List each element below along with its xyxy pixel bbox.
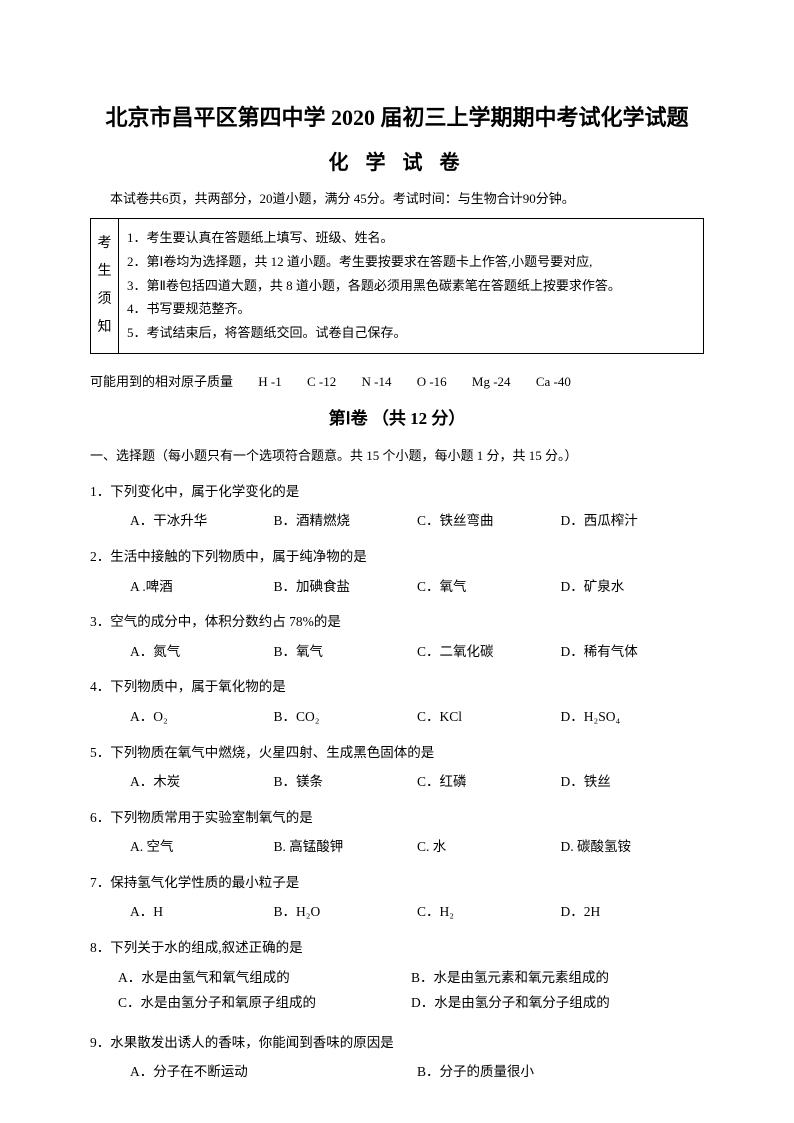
atomic-value: Ca -40 — [536, 374, 571, 389]
atomic-value: O -16 — [417, 374, 447, 389]
options-row: A．水是由氢气和氧气组成的B．水是由氢元素和氧元素组成的C．水是由氢分子和氧原子… — [90, 967, 704, 1018]
question-stem: 7．保持氢气化学性质的最小粒子是 — [90, 872, 704, 894]
atomic-value: N -14 — [361, 374, 391, 389]
option: C. 水 — [417, 836, 561, 858]
option: C．水是由氢分子和氧原子组成的 — [118, 992, 411, 1014]
notice-rule: 3．第Ⅱ卷包括四道大题，共 8 道小题，各题必须用黑色碳素笔在答题纸上按要求作答… — [127, 276, 695, 297]
notice-left-label: 考 生 须 知 — [91, 219, 119, 353]
option: A. 空气 — [130, 836, 274, 858]
option: D. 碳酸氢铵 — [561, 836, 705, 858]
question-stem: 5．下列物质在氧气中燃烧，火星四射、生成黑色固体的是 — [90, 742, 704, 764]
option: A．木炭 — [130, 771, 274, 793]
notice-rule: 1．考生要认真在答题纸上填写、班级、姓名。 — [127, 228, 695, 249]
notice-box: 考 生 须 知 1．考生要认真在答题纸上填写、班级、姓名。 2．第Ⅰ卷均为选择题… — [90, 218, 704, 354]
options-row: A .啤酒B．加碘食盐C．氧气D．矿泉水 — [90, 576, 704, 598]
option: B．分子的质量很小 — [417, 1061, 704, 1083]
option: D．2H — [561, 901, 705, 923]
notice-char: 生 — [98, 258, 112, 286]
options-row: A．HB．H₂OC．H₂D．2H — [90, 901, 704, 923]
option: C．氧气 — [417, 576, 561, 598]
question: 1．下列变化中，属于化学变化的是 A．干冰升华B．酒精燃烧C．铁丝弯曲D．西瓜榨汁 — [90, 481, 704, 532]
exam-info: 本试卷共6页，共两部分，20道小题，满分 45分。考试时间：与生物合计90分钟。 — [90, 189, 704, 210]
atomic-value: Mg -24 — [472, 374, 511, 389]
question: 8．下列关于水的组成,叙述正确的是 A．水是由氢气和氧气组成的B．水是由氢元素和氧… — [90, 937, 704, 1018]
question: 3．空气的成分中，体积分数约占 78%的是 A．氮气B．氧气C．二氧化碳D．稀有气… — [90, 611, 704, 662]
notice-rule: 5．考试结束后，将答题纸交回。试卷自己保存。 — [127, 323, 695, 344]
option: D．西瓜榨汁 — [561, 510, 705, 532]
option: A．干冰升华 — [130, 510, 274, 532]
option: A．O₂ — [130, 706, 274, 728]
question: 6．下列物质常用于实验室制氧气的是 A. 空气B. 高锰酸钾C. 水D. 碳酸氢铵 — [90, 807, 704, 858]
option: A．分子在不断运动 — [130, 1061, 417, 1083]
option: B．H₂O — [274, 901, 418, 923]
options-row: A. 空气B. 高锰酸钾C. 水D. 碳酸氢铵 — [90, 836, 704, 858]
notice-char: 考 — [98, 230, 112, 258]
options-row: A．木炭B．镁条C．红磷D．铁丝 — [90, 771, 704, 793]
option: D．H₂SO₄ — [561, 706, 705, 728]
option: D．水是由氢分子和氧分子组成的 — [411, 992, 704, 1014]
notice-rule: 4．书写要规范整齐。 — [127, 299, 695, 320]
question-stem: 1．下列变化中，属于化学变化的是 — [90, 481, 704, 503]
atomic-value: H -1 — [258, 374, 281, 389]
option: C．H₂ — [417, 901, 561, 923]
atomic-mass-row: 可能用到的相对原子质量 H -1 C -12 N -14 O -16 Mg -2… — [90, 372, 704, 393]
options-row: A．分子在不断运动B．分子的质量很小 — [90, 1061, 704, 1083]
atomic-value: C -12 — [307, 374, 336, 389]
option: D．矿泉水 — [561, 576, 705, 598]
section-instruction: 一、选择题（每小题只有一个选项符合题意。共 15 个小题，每小题 1 分，共 1… — [90, 446, 704, 467]
option: C．红磷 — [417, 771, 561, 793]
option: A．氮气 — [130, 641, 274, 663]
questions-container: 1．下列变化中，属于化学变化的是 A．干冰升华B．酒精燃烧C．铁丝弯曲D．西瓜榨汁… — [90, 481, 704, 1083]
option: B. 高锰酸钾 — [274, 836, 418, 858]
main-title: 北京市昌平区第四中学 2020 届初三上学期期中考试化学试题 — [90, 100, 704, 135]
question: 2．生活中接触的下列物质中，属于纯净物的是 A .啤酒B．加碘食盐C．氧气D．矿泉… — [90, 546, 704, 597]
sub-title: 化 学 试 卷 — [90, 147, 704, 179]
option: B．镁条 — [274, 771, 418, 793]
option: B．水是由氢元素和氧元素组成的 — [411, 967, 704, 989]
question-stem: 6．下列物质常用于实验室制氧气的是 — [90, 807, 704, 829]
question: 4．下列物质中，属于氧化物的是 A．O₂B．CO₂C．KClD．H₂SO₄ — [90, 676, 704, 727]
option: B．酒精燃烧 — [274, 510, 418, 532]
section-title: 第Ⅰ卷 （共 12 分） — [90, 405, 704, 432]
notice-rule: 2．第Ⅰ卷均为选择题，共 12 道小题。考生要按要求在答题卡上作答,小题号要对应… — [127, 252, 695, 273]
options-row: A．氮气B．氧气C．二氧化碳D．稀有气体 — [90, 641, 704, 663]
atomic-label: 可能用到的相对原子质量 — [90, 374, 233, 389]
option: B．加碘食盐 — [274, 576, 418, 598]
option: B．氧气 — [274, 641, 418, 663]
question-stem: 3．空气的成分中，体积分数约占 78%的是 — [90, 611, 704, 633]
option: C．KCl — [417, 706, 561, 728]
question-stem: 9．水果散发出诱人的香味，你能闻到香味的原因是 — [90, 1032, 704, 1054]
notice-char: 知 — [98, 314, 112, 342]
question-stem: 8．下列关于水的组成,叙述正确的是 — [90, 937, 704, 959]
option: A．H — [130, 901, 274, 923]
question: 7．保持氢气化学性质的最小粒子是 A．HB．H₂OC．H₂D．2H — [90, 872, 704, 923]
options-row: A．O₂B．CO₂C．KClD．H₂SO₄ — [90, 706, 704, 728]
question: 9．水果散发出诱人的香味，你能闻到香味的原因是 A．分子在不断运动B．分子的质量很… — [90, 1032, 704, 1083]
option: D．稀有气体 — [561, 641, 705, 663]
option: C．二氧化碳 — [417, 641, 561, 663]
question: 5．下列物质在氧气中燃烧，火星四射、生成黑色固体的是 A．木炭B．镁条C．红磷D．… — [90, 742, 704, 793]
option: C．铁丝弯曲 — [417, 510, 561, 532]
option: A．水是由氢气和氧气组成的 — [118, 967, 411, 989]
option: B．CO₂ — [274, 706, 418, 728]
options-row: A．干冰升华B．酒精燃烧C．铁丝弯曲D．西瓜榨汁 — [90, 510, 704, 532]
option: D．铁丝 — [561, 771, 705, 793]
option: A .啤酒 — [130, 576, 274, 598]
question-stem: 4．下列物质中，属于氧化物的是 — [90, 676, 704, 698]
notice-rules: 1．考生要认真在答题纸上填写、班级、姓名。 2．第Ⅰ卷均为选择题，共 12 道小… — [119, 219, 703, 353]
notice-char: 须 — [98, 286, 112, 314]
question-stem: 2．生活中接触的下列物质中，属于纯净物的是 — [90, 546, 704, 568]
